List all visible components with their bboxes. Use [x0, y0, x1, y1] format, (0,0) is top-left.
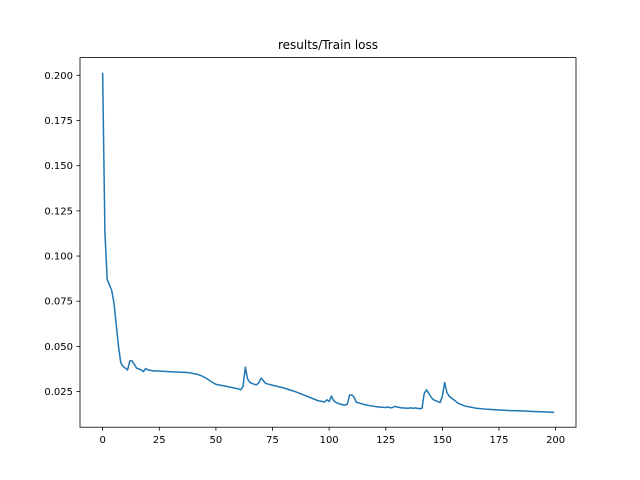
x-tick-label: 50 — [210, 435, 223, 446]
x-tick-label: 125 — [376, 435, 395, 446]
y-tick-label: 0.100 — [44, 252, 73, 263]
chart-title: results/Train loss — [278, 38, 378, 52]
x-tick-label: 150 — [433, 435, 452, 446]
y-tick-label: 0.025 — [44, 387, 73, 398]
x-tick-label: 25 — [153, 435, 166, 446]
plot-area — [101, 72, 555, 414]
x-tick-label: 200 — [546, 435, 565, 446]
x-tick-label: 100 — [320, 435, 339, 446]
y-tick-label: 0.200 — [44, 71, 73, 82]
y-tick-label: 0.075 — [44, 297, 73, 308]
x-tick-label: 175 — [489, 435, 508, 446]
series-line-0 — [101, 72, 555, 414]
x-tick-label: 75 — [266, 435, 279, 446]
x-axis: 0 25 50 75 100 125 150 175 200 — [99, 427, 565, 446]
y-tick-label: 0.125 — [44, 206, 73, 217]
axes-frame — [79, 57, 577, 428]
y-axis: 0.025 0.050 0.075 0.100 0.125 0.150 0.175 0.200 — [44, 71, 80, 398]
y-tick-label: 0.150 — [44, 161, 73, 172]
x-tick-label: 0 — [99, 435, 105, 446]
y-tick-label: 0.050 — [44, 342, 73, 353]
y-tick-label: 0.175 — [44, 116, 73, 127]
